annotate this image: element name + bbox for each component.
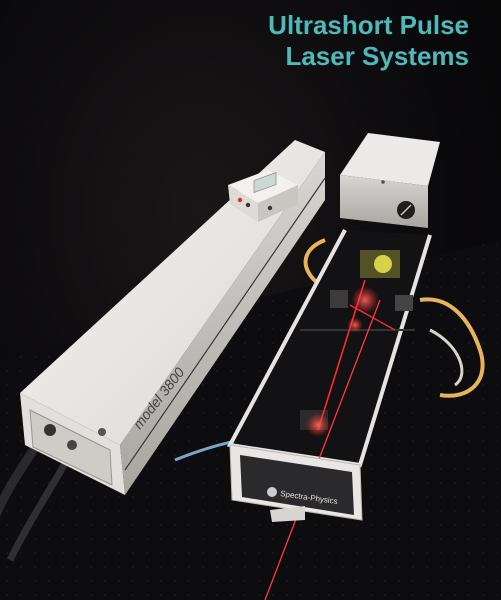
- pump-laser-housing: [20, 140, 326, 495]
- cables: [0, 238, 485, 562]
- cover-title: Ultrashort Pulse Laser Systems: [268, 10, 469, 72]
- front-panel: [229, 444, 363, 522]
- laser-head-box: [340, 133, 440, 228]
- laser-beams: [264, 279, 396, 600]
- control-box: [228, 170, 298, 222]
- title-line-2: Laser Systems: [285, 41, 469, 71]
- title-line-1: Ultrashort Pulse: [268, 10, 469, 40]
